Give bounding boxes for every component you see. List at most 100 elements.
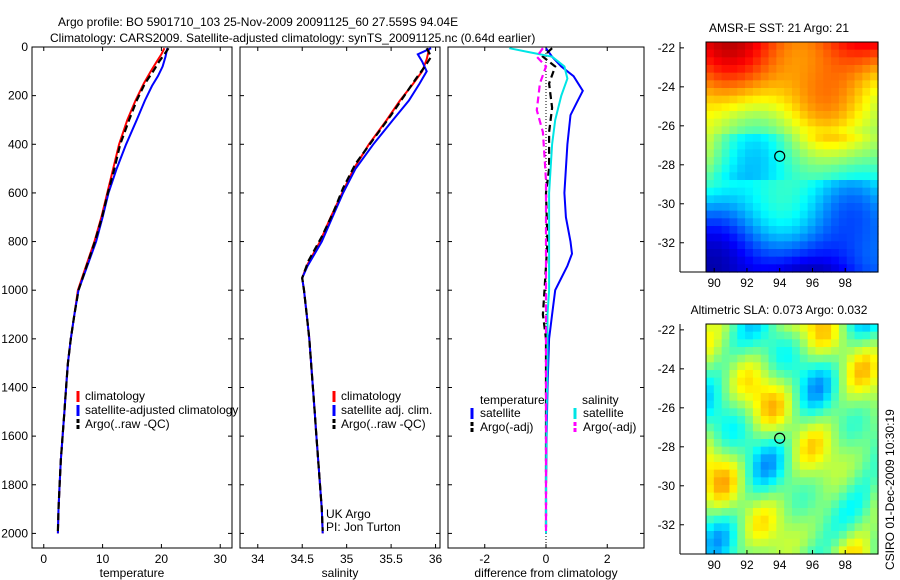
map-cell: [846, 187, 856, 196]
map-cell: [713, 118, 723, 127]
map-cell: [862, 134, 871, 143]
map-cell: [815, 141, 824, 150]
map-cell: [815, 393, 824, 402]
map-cell: [792, 49, 801, 58]
map-cell: [807, 210, 817, 219]
map-cell: [831, 103, 840, 112]
map-cell: [752, 400, 762, 409]
map-cell: [729, 523, 738, 532]
map-cell: [846, 256, 856, 265]
map-cell: [713, 508, 723, 517]
map-cell: [713, 331, 723, 340]
map-cell: [721, 485, 731, 494]
map-cell: [706, 408, 715, 417]
map-cell: [760, 49, 770, 58]
map-cell: [831, 431, 840, 440]
map-cell: [706, 508, 715, 517]
map-cell: [745, 256, 754, 265]
map-cell: [752, 469, 762, 478]
map-cell: [721, 515, 731, 524]
map-cell: [792, 370, 801, 379]
map-cell: [799, 423, 809, 432]
x-axis-label: temperature: [100, 566, 165, 580]
map-cell: [870, 469, 879, 478]
map-cell: [784, 226, 793, 235]
map-cell: [815, 431, 824, 440]
map-cell: [745, 164, 754, 173]
map-cell: [721, 531, 731, 540]
map-cell: [823, 42, 832, 51]
map-cell: [823, 111, 832, 120]
map-cell: [737, 492, 746, 501]
map-cell: [776, 347, 785, 356]
map-cell: [807, 416, 817, 425]
map-cell: [831, 195, 840, 204]
map-cell: [768, 141, 777, 150]
map-cell: [799, 164, 809, 173]
map-cell: [776, 57, 785, 66]
map-cell: [792, 134, 801, 143]
map-cell: [831, 118, 840, 127]
map-cell: [729, 256, 738, 265]
map-cell: [799, 362, 809, 371]
map-cell: [721, 508, 731, 517]
map-cell: [752, 354, 762, 363]
map-cell: [721, 118, 731, 127]
map-cell: [706, 80, 715, 89]
map-cell: [807, 400, 817, 409]
map-cell: [792, 362, 801, 371]
map-cell: [706, 377, 715, 386]
map-cell: [846, 249, 856, 258]
map-cell: [870, 134, 879, 143]
map-cell: [823, 477, 832, 486]
map-cell: [729, 42, 738, 51]
map-cell: [721, 431, 731, 440]
map-cell: [854, 226, 863, 235]
map-cell: [776, 180, 785, 189]
map-cell: [706, 42, 715, 51]
map-cell: [713, 95, 723, 104]
map-cell: [713, 546, 723, 555]
map-cell: [792, 210, 801, 219]
map-cell: [713, 469, 723, 478]
map-cell: [854, 180, 863, 189]
map-cell: [784, 95, 793, 104]
map-cell: [752, 523, 762, 532]
map-cell: [729, 111, 738, 120]
map-cell: [799, 80, 809, 89]
map-cell: [729, 508, 738, 517]
map-cell: [807, 249, 817, 258]
map-cell: [752, 218, 762, 227]
map-cell: [815, 233, 824, 242]
map-cell: [729, 149, 738, 158]
map-cell: [823, 469, 832, 478]
map-cell: [721, 88, 731, 97]
map-cell: [862, 500, 871, 509]
map-cell: [745, 226, 754, 235]
map-cell: [854, 370, 863, 379]
map-cell: [721, 377, 731, 386]
map-cell: [784, 439, 793, 448]
map-cell: [846, 88, 856, 97]
map-cell: [745, 203, 754, 212]
map-cell: [713, 49, 723, 58]
map-cell: [862, 538, 871, 547]
map-cell: [846, 538, 856, 547]
map-cell: [870, 80, 879, 89]
map-cell: [745, 218, 754, 227]
map-cell: [799, 531, 809, 540]
map-cell: [870, 203, 879, 212]
map-cell: [862, 218, 871, 227]
map-cell: [784, 462, 793, 471]
map-cell: [870, 492, 879, 501]
map-cell: [815, 538, 824, 547]
map-cell: [729, 339, 738, 348]
map-cell: [737, 477, 746, 486]
map-cell: [768, 446, 777, 455]
map-cell: [752, 88, 762, 97]
argo-location-marker: [774, 150, 786, 162]
map-cell: [792, 500, 801, 509]
map-cell: [784, 523, 793, 532]
map-cell: [706, 500, 715, 509]
map-cell: [745, 400, 754, 409]
